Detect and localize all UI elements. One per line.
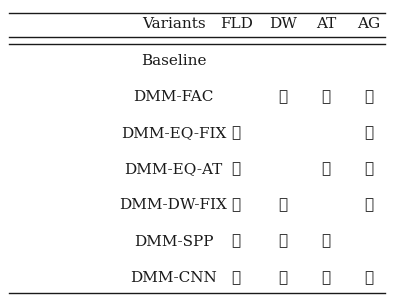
Text: ✓: ✓: [322, 271, 331, 285]
Text: DMM-FAC: DMM-FAC: [133, 90, 214, 104]
Text: Baseline: Baseline: [141, 54, 206, 68]
Text: FLD: FLD: [220, 17, 253, 31]
Text: DMM-SPP: DMM-SPP: [134, 235, 213, 249]
Text: ✓: ✓: [279, 90, 288, 104]
Text: ✓: ✓: [364, 162, 374, 176]
Text: ✓: ✓: [364, 90, 374, 104]
Text: AT: AT: [316, 17, 336, 31]
Text: DMM-CNN: DMM-CNN: [130, 271, 217, 285]
Text: DMM-EQ-AT: DMM-EQ-AT: [125, 162, 223, 176]
Text: DW: DW: [269, 17, 297, 31]
Text: ✓: ✓: [322, 235, 331, 249]
Text: ✓: ✓: [322, 162, 331, 176]
Text: Variants: Variants: [142, 17, 205, 31]
Text: ✓: ✓: [232, 162, 241, 176]
Text: ✓: ✓: [232, 235, 241, 249]
Text: ✓: ✓: [322, 90, 331, 104]
Text: ✓: ✓: [232, 199, 241, 212]
Text: DMM-DW-FIX: DMM-DW-FIX: [120, 199, 227, 212]
Text: ✓: ✓: [232, 271, 241, 285]
Text: ✓: ✓: [279, 271, 288, 285]
Text: DMM-EQ-FIX: DMM-EQ-FIX: [121, 126, 226, 140]
Text: ✓: ✓: [279, 199, 288, 212]
Text: ✓: ✓: [232, 126, 241, 140]
Text: ✓: ✓: [364, 271, 374, 285]
Text: ✓: ✓: [364, 126, 374, 140]
Text: AG: AG: [357, 17, 381, 31]
Text: ✓: ✓: [279, 235, 288, 249]
Text: ✓: ✓: [364, 199, 374, 212]
